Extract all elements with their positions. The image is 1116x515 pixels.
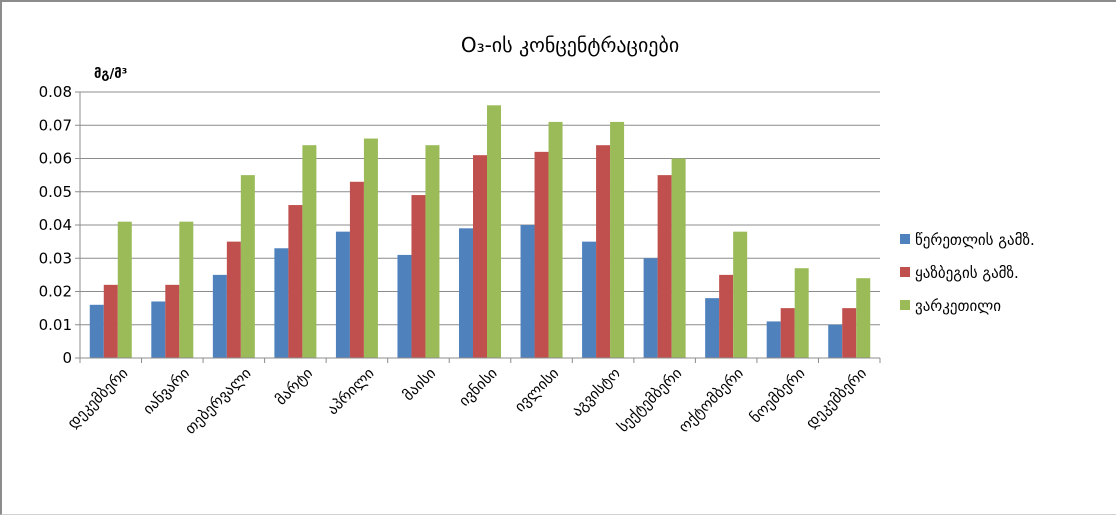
bar-3-4 [302, 145, 317, 358]
bar-1-9 [582, 241, 597, 358]
bar-1-12 [766, 321, 781, 358]
legend-swatch [900, 300, 910, 310]
bar-1-1 [89, 304, 104, 358]
bar-3-3 [240, 175, 255, 358]
bar-3-6 [425, 145, 440, 358]
bar-2-11 [719, 274, 734, 358]
y-tick-label: 0.02 [39, 283, 72, 301]
x-tick-label: თებერვალი [181, 364, 255, 438]
y-tick-label: 0.01 [39, 316, 72, 334]
bar-1-3 [212, 274, 227, 358]
x-tick-label: ნოემბერი [746, 364, 809, 427]
x-tick-label: აპრილი [324, 364, 378, 418]
bar-1-8 [520, 225, 535, 358]
x-tick-label: მარტი [272, 364, 317, 409]
bar-3-13 [856, 278, 871, 358]
x-tick-label: იანვარი [139, 364, 193, 418]
bar-3-12 [794, 268, 809, 358]
legend-swatch [900, 267, 910, 277]
legend-swatch [900, 234, 910, 244]
x-tick-label: აგვისტო [568, 364, 624, 420]
y-tick-label: 0.05 [39, 183, 72, 201]
y-tick-label: 0.04 [39, 216, 72, 234]
bar-2-8 [534, 151, 549, 358]
y-axis-ticks: 0 0.01 0.02 0.03 0.04 0.05 0.06 0.07 0.08 [39, 83, 72, 367]
bar-3-11 [733, 231, 748, 358]
bar-2-1 [103, 284, 118, 358]
x-tick-label: ივლისი [511, 364, 563, 416]
axes [79, 92, 881, 363]
bar-2-13 [842, 308, 857, 358]
bar-3-5 [363, 138, 378, 358]
x-tick-label: დეკემბერი [802, 364, 870, 432]
bar-1-5 [335, 231, 350, 358]
y-tick-label: 0.07 [39, 116, 72, 134]
bar-3-7 [487, 105, 501, 358]
bar-1-13 [828, 324, 843, 358]
bar-2-7 [473, 155, 487, 358]
y-tick-label: 0.06 [39, 150, 72, 168]
bar-1-10 [643, 258, 658, 358]
legend-label: ყაზბეგის გამზ. [915, 264, 1019, 282]
bar-1-7 [459, 228, 473, 358]
bar-3-9 [610, 121, 625, 358]
bar-2-2 [165, 284, 180, 358]
bar-2-3 [226, 241, 241, 358]
bar-2-5 [349, 181, 364, 358]
x-tick-label: ივნისი [455, 364, 501, 410]
bars [89, 105, 871, 358]
bar-2-9 [596, 145, 611, 358]
y-tick-label: 0.03 [39, 249, 72, 267]
bar-2-4 [288, 205, 303, 358]
legend: წერეთლის გამზ. ყაზბეგის გამზ. ვარკეთილი [900, 231, 1035, 315]
bar-2-10 [657, 175, 672, 358]
bar-3-8 [548, 121, 563, 358]
bar-2-6 [411, 195, 426, 358]
legend-label: წერეთლის გამზ. [915, 231, 1035, 249]
legend-label: ვარკეთილი [915, 297, 1001, 315]
bar-3-10 [671, 158, 686, 358]
bar-1-4 [274, 248, 289, 358]
y-tick-label: 0.08 [39, 83, 72, 101]
y-tick-label: 0 [62, 349, 72, 367]
bar-2-12 [780, 308, 795, 358]
bar-1-11 [705, 298, 720, 358]
y-axis-unit-label: მგ/მ³ [94, 67, 127, 82]
x-tick-label: მაისი [399, 364, 439, 404]
bar-1-2 [151, 301, 166, 358]
chart-title: O₃-ის კონცენტრაციები [461, 33, 679, 57]
x-tick-label: ოქტომბერი [675, 364, 747, 436]
bar-1-6 [397, 254, 412, 358]
x-tick-label: დეკემბერი [64, 364, 132, 432]
x-tick-label: სექტემბერი [614, 364, 686, 436]
bar-3-1 [117, 221, 132, 358]
bar-3-2 [179, 221, 194, 358]
